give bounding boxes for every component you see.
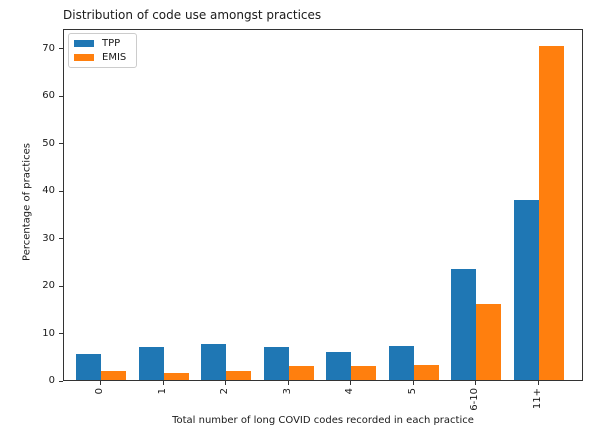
bar-tpp-11+ [513, 200, 539, 380]
x-tick-mark [475, 381, 477, 385]
y-tick-label: 50 [42, 137, 55, 149]
bar-tpp-1 [138, 346, 164, 380]
bar-tpp-2 [201, 343, 227, 380]
plot-area [63, 29, 583, 381]
legend-label-tpp: TPP [102, 38, 121, 49]
y-tick-mark [59, 190, 63, 192]
bar-emis-11+ [538, 45, 564, 380]
y-tick-label: 60 [42, 90, 55, 102]
chart-title: Distribution of code use amongst practic… [63, 8, 322, 22]
bar-tpp-6-10 [451, 268, 477, 380]
x-tick-label: 11+ [531, 388, 543, 410]
x-tick-label: 1 [156, 388, 168, 395]
x-tick-label: 4 [344, 388, 356, 395]
y-tick-mark [59, 95, 63, 97]
x-tick-label: 2 [219, 388, 231, 395]
bar-emis-2 [226, 370, 252, 380]
y-tick-mark [59, 285, 63, 287]
legend-item-emis: EMIS [74, 52, 126, 63]
emis-color-swatch [74, 54, 94, 61]
tpp-color-swatch [74, 40, 94, 47]
y-tick-mark [59, 238, 63, 240]
x-tick-mark [100, 381, 101, 385]
y-tick-mark [59, 143, 63, 145]
bar-emis-5 [413, 365, 439, 380]
x-tick-label: 5 [406, 388, 418, 395]
y-tick-label: 40 [42, 185, 55, 197]
x-tick-mark [287, 381, 289, 385]
bar-tpp-0 [76, 353, 101, 380]
x-tick-label: 3 [281, 388, 293, 395]
legend: TPP EMIS [68, 33, 138, 68]
x-tick-mark [162, 381, 164, 385]
x-tick-label: 0 [94, 388, 105, 395]
bar-tpp-3 [263, 346, 289, 380]
bar-emis-4 [351, 366, 377, 380]
bar-emis-3 [288, 366, 314, 380]
x-tick-mark [412, 381, 414, 385]
legend-item-tpp: TPP [74, 38, 126, 49]
y-tick-label: 20 [42, 280, 55, 292]
bar-tpp-5 [388, 345, 414, 380]
y-tick-mark [59, 333, 63, 335]
y-tick-label: 30 [42, 232, 55, 244]
bar-emis-6-10 [476, 304, 502, 380]
x-axis-label: Total number of long COVID codes recorde… [172, 415, 474, 426]
bar-emis-1 [163, 373, 189, 380]
bar-tpp-4 [326, 351, 352, 380]
bars-layer [64, 30, 582, 380]
x-tick-mark [225, 381, 227, 385]
y-tick-label: 70 [42, 42, 55, 54]
y-tick-label: 0 [48, 375, 55, 386]
x-tick-mark [537, 381, 539, 385]
y-tick-mark [59, 380, 63, 382]
y-tick-label: 10 [42, 327, 55, 339]
y-tick-mark [59, 48, 63, 50]
x-tick-label: 6-10 [469, 388, 481, 411]
legend-label-emis: EMIS [102, 52, 127, 63]
bar-emis-0 [101, 370, 126, 380]
x-tick-mark [350, 381, 352, 385]
